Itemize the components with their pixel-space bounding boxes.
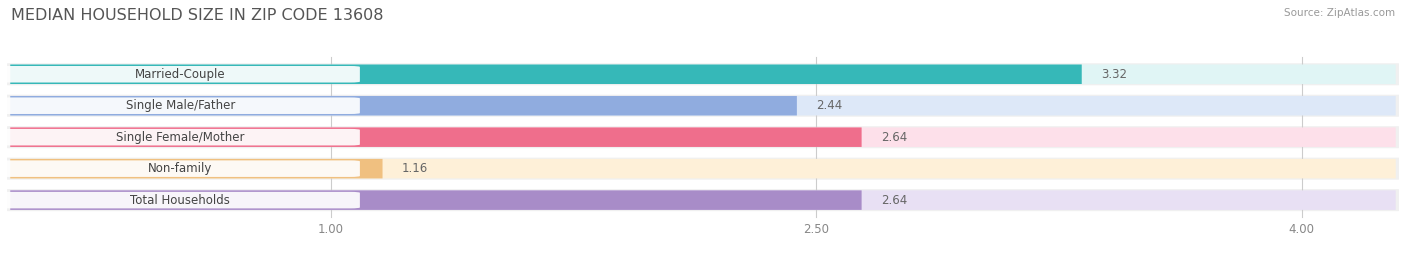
FancyBboxPatch shape (7, 95, 1399, 117)
FancyBboxPatch shape (0, 97, 360, 114)
Text: Married-Couple: Married-Couple (135, 68, 225, 81)
Text: Non-family: Non-family (148, 162, 212, 175)
FancyBboxPatch shape (10, 128, 862, 147)
FancyBboxPatch shape (7, 63, 1399, 85)
FancyBboxPatch shape (0, 129, 360, 146)
Text: 3.32: 3.32 (1101, 68, 1128, 81)
FancyBboxPatch shape (7, 126, 1399, 148)
FancyBboxPatch shape (10, 128, 1396, 147)
FancyBboxPatch shape (10, 96, 797, 115)
Text: 1.16: 1.16 (402, 162, 429, 175)
Text: 2.64: 2.64 (882, 131, 907, 144)
Text: 2.64: 2.64 (882, 194, 907, 207)
Text: Source: ZipAtlas.com: Source: ZipAtlas.com (1284, 8, 1395, 18)
Text: Total Households: Total Households (131, 194, 231, 207)
FancyBboxPatch shape (10, 190, 862, 210)
FancyBboxPatch shape (10, 159, 1396, 178)
Text: 2.44: 2.44 (817, 99, 842, 112)
FancyBboxPatch shape (7, 189, 1399, 211)
Text: Single Female/Mother: Single Female/Mother (115, 131, 245, 144)
FancyBboxPatch shape (10, 190, 1396, 210)
FancyBboxPatch shape (0, 160, 360, 177)
FancyBboxPatch shape (7, 158, 1399, 180)
FancyBboxPatch shape (0, 66, 360, 83)
FancyBboxPatch shape (10, 96, 1396, 115)
FancyBboxPatch shape (10, 65, 1396, 84)
Text: MEDIAN HOUSEHOLD SIZE IN ZIP CODE 13608: MEDIAN HOUSEHOLD SIZE IN ZIP CODE 13608 (11, 8, 384, 23)
FancyBboxPatch shape (0, 192, 360, 208)
Text: Single Male/Father: Single Male/Father (125, 99, 235, 112)
FancyBboxPatch shape (10, 65, 1081, 84)
FancyBboxPatch shape (10, 159, 382, 178)
